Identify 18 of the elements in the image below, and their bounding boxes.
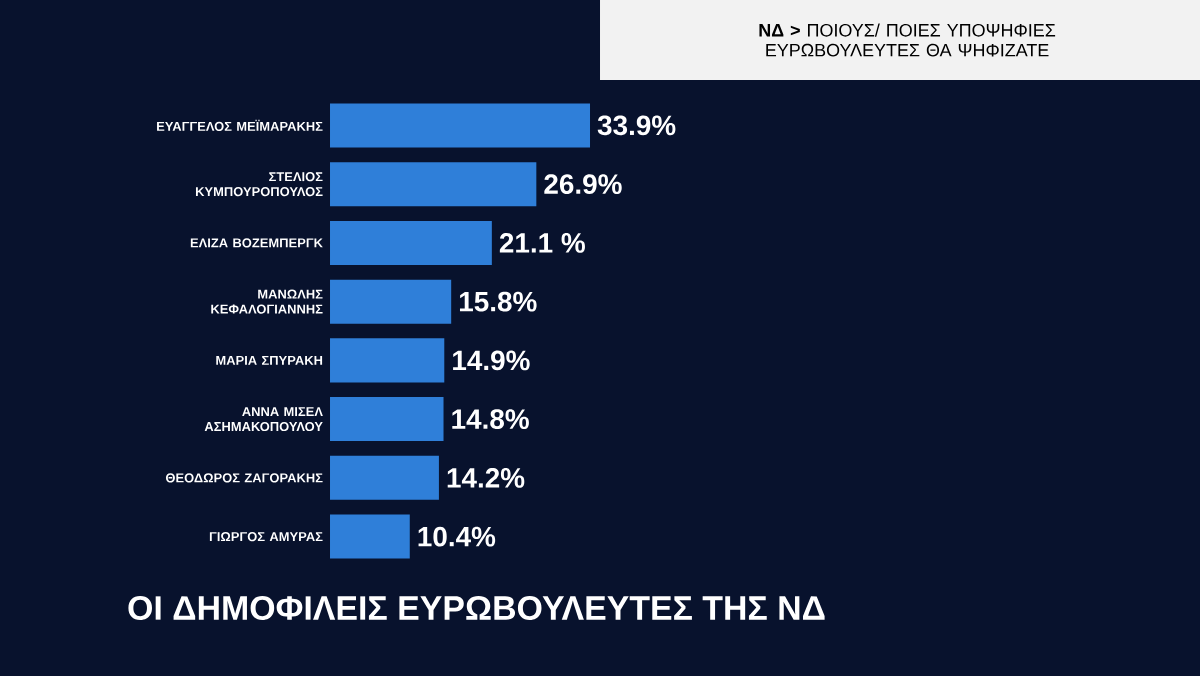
bar xyxy=(330,220,492,265)
text: ΟΙ ΔΗΜΟΦΙΛΕΙΣ ΕΥΡΩΒΟΥΛΕΥΤΕΣ ΤΗΣ ΝΔ xyxy=(128,596,825,620)
bar xyxy=(330,455,439,500)
data-label: 33.9% xyxy=(597,115,676,136)
data-label: 21.1 % xyxy=(499,233,585,253)
text: ΝΔ > ΠΟΙΟΥΣ/ ΠΟΙΕΣ ΥΠΟΨΗΦΙΕΣ ΕΥΡΩΒΟΥΛΕΥΤΕΣ ΘΑ ΨΗΦΙΖΑΤΕ xyxy=(759,23,1056,57)
bar xyxy=(330,397,444,442)
data-label: 26.9% xyxy=(544,174,622,195)
data-label: 14.9% xyxy=(453,350,530,371)
data-label: 10.4% xyxy=(418,526,496,547)
data-label: 14.8% xyxy=(452,409,529,430)
data-label: 15.8% xyxy=(459,291,537,312)
data-label: 14.2% xyxy=(447,468,525,488)
bar xyxy=(330,514,410,559)
bar xyxy=(330,279,452,324)
bar xyxy=(330,162,537,207)
bar xyxy=(330,338,445,383)
bar xyxy=(330,103,591,148)
